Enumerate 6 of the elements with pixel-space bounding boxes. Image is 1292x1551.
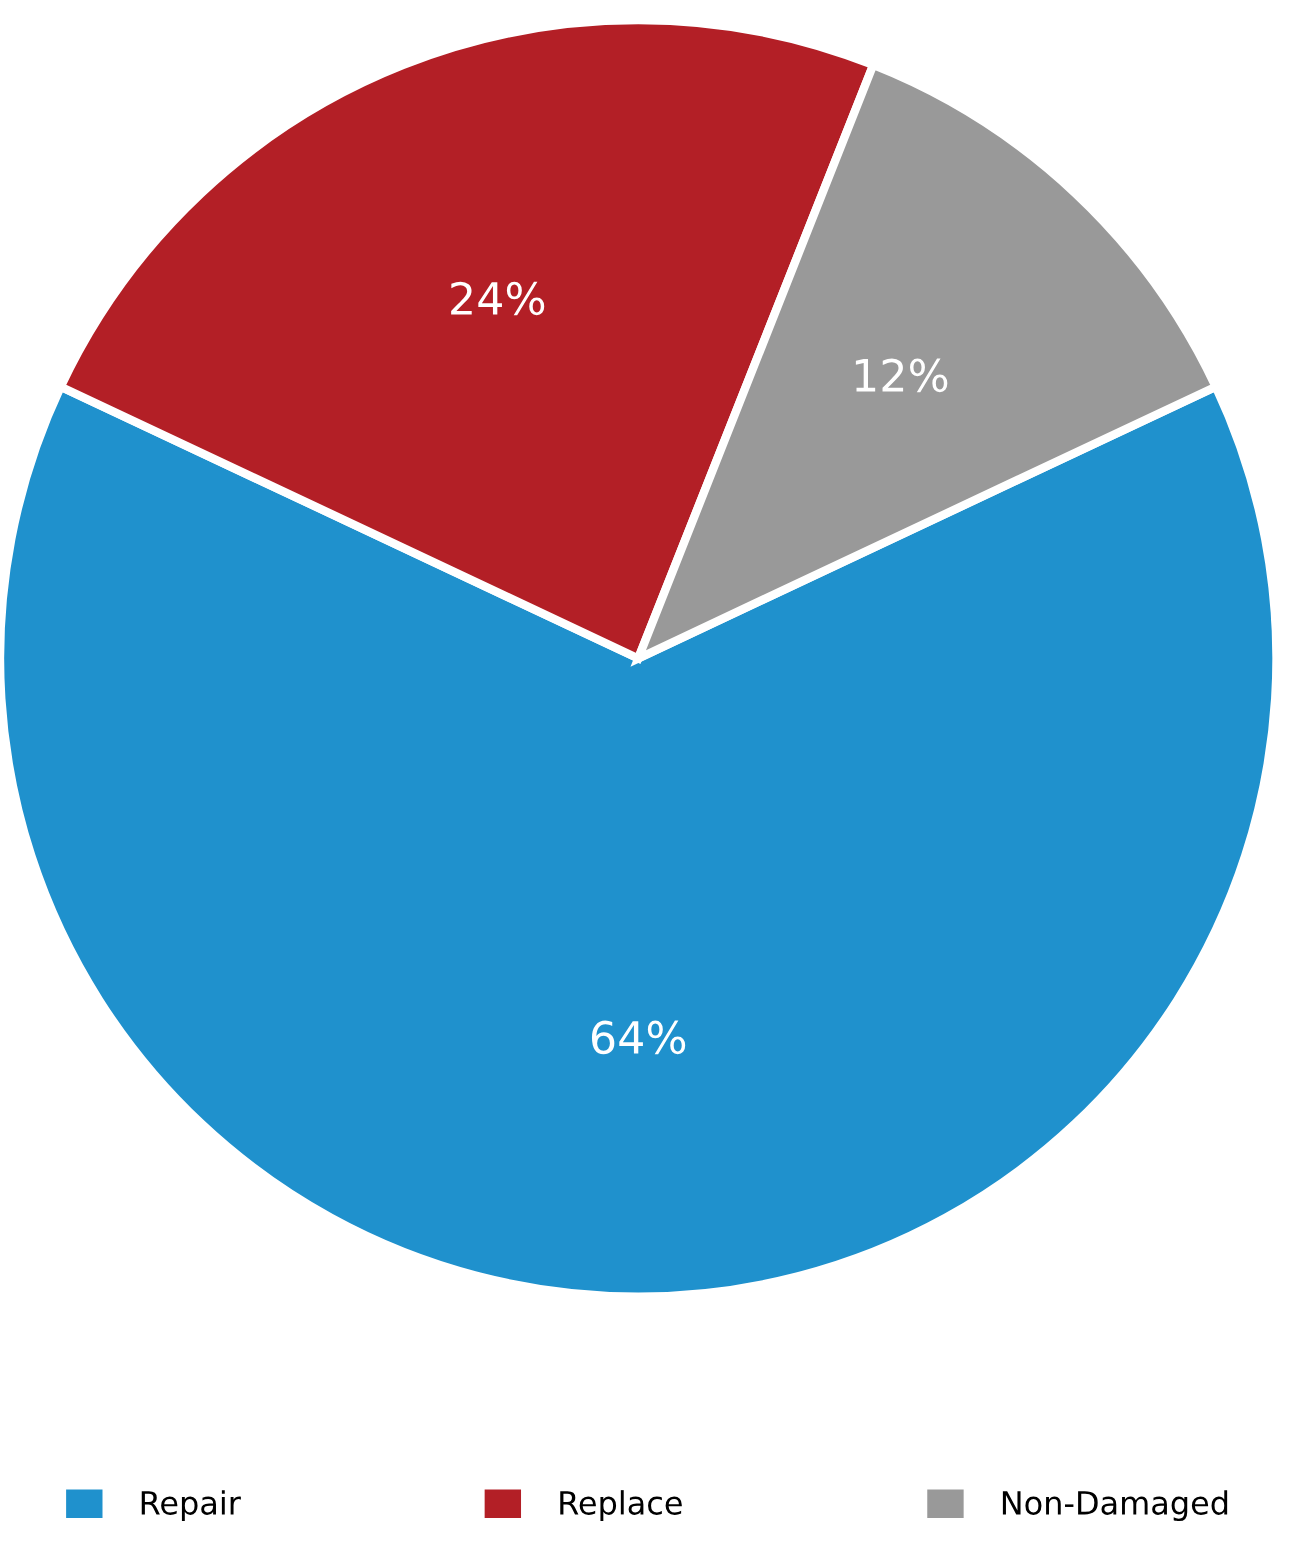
data-label: 24%	[451, 281, 545, 316]
legend-label: Non-Damaged	[1002, 1490, 1228, 1522]
legend-label: Repair	[141, 1490, 241, 1522]
data-label: 64%	[591, 1020, 686, 1055]
data-label: 12%	[855, 358, 948, 393]
legend-label: Replace	[560, 1490, 682, 1522]
